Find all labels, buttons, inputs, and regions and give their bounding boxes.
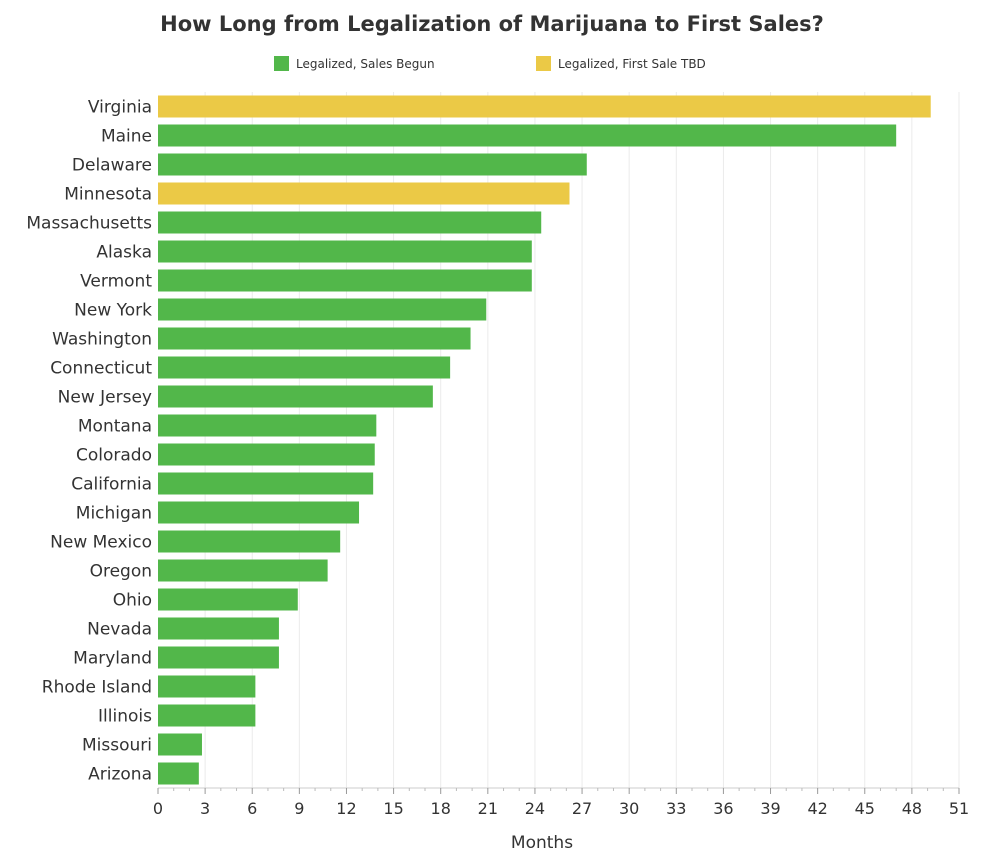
bar-maryland[interactable]: [158, 646, 279, 669]
category-label-maryland: Maryland: [73, 649, 152, 669]
category-label-new-york: New York: [74, 301, 152, 321]
x-tick-label-24: 24: [525, 799, 545, 818]
bar-vermont[interactable]: [158, 269, 532, 292]
x-tick-label-9: 9: [294, 799, 304, 818]
category-label-montana: Montana: [78, 417, 152, 437]
bar-minnesota[interactable]: [158, 182, 570, 205]
x-tick-label-36: 36: [713, 799, 733, 818]
bar-rhode-island[interactable]: [158, 675, 256, 698]
bar-nevada[interactable]: [158, 617, 279, 640]
legend: Legalized, Sales Begun Legalized, First …: [0, 56, 984, 76]
bar-virginia[interactable]: [158, 95, 931, 118]
legend-label-sales-begun: Legalized, Sales Begun: [296, 56, 435, 71]
bar-new-mexico[interactable]: [158, 530, 341, 553]
category-label-michigan: Michigan: [76, 504, 152, 524]
category-label-virginia: Virginia: [88, 98, 152, 118]
bar-arizona[interactable]: [158, 762, 199, 785]
legend-item-sales-begun[interactable]: Legalized, Sales Begun: [274, 56, 435, 71]
x-tick-label-45: 45: [855, 799, 875, 818]
legend-item-first-sale-tbd[interactable]: Legalized, First Sale TBD: [536, 56, 706, 71]
category-label-delaware: Delaware: [72, 156, 152, 176]
category-label-connecticut: Connecticut: [50, 359, 152, 379]
bar-oregon[interactable]: [158, 559, 328, 582]
bar-maine[interactable]: [158, 124, 897, 147]
category-label-vermont: Vermont: [80, 272, 152, 292]
x-tick-label-21: 21: [478, 799, 498, 818]
bar-montana[interactable]: [158, 414, 377, 437]
x-tick-label-51: 51: [949, 799, 969, 818]
x-tick-label-48: 48: [902, 799, 922, 818]
category-label-california: California: [71, 475, 152, 495]
category-label-new-mexico: New Mexico: [50, 533, 152, 553]
category-label-colorado: Colorado: [76, 446, 152, 466]
category-label-oregon: Oregon: [90, 562, 152, 582]
bar-colorado[interactable]: [158, 443, 375, 466]
category-label-maine: Maine: [101, 127, 152, 147]
bar-new-york[interactable]: [158, 298, 487, 321]
category-label-washington: Washington: [52, 330, 152, 350]
bar-massachusetts[interactable]: [158, 211, 542, 234]
x-axis-label: Months: [510, 833, 574, 853]
category-label-massachusetts: Massachusetts: [26, 214, 152, 234]
category-label-alaska: Alaska: [96, 243, 152, 263]
category-label-ohio: Ohio: [113, 591, 152, 611]
category-label-nevada: Nevada: [87, 620, 152, 640]
bar-new-jersey[interactable]: [158, 385, 433, 408]
legend-swatch-first-sale-tbd: [536, 56, 551, 71]
x-tick-label-27: 27: [572, 799, 592, 818]
category-label-minnesota: Minnesota: [64, 185, 152, 205]
x-tick-label-30: 30: [619, 799, 639, 818]
x-tick-label-6: 6: [247, 799, 257, 818]
x-tick-label-3: 3: [200, 799, 210, 818]
x-tick-label-39: 39: [760, 799, 780, 818]
category-label-rhode-island: Rhode Island: [42, 678, 152, 698]
x-tick-label-33: 33: [666, 799, 686, 818]
chart-title: How Long from Legalization of Marijuana …: [160, 12, 824, 36]
legend-swatch-sales-begun: [274, 56, 289, 71]
bar-ohio[interactable]: [158, 588, 298, 611]
bar-illinois[interactable]: [158, 704, 256, 727]
category-label-new-jersey: New Jersey: [58, 388, 152, 408]
legend-label-first-sale-tbd: Legalized, First Sale TBD: [558, 56, 706, 71]
x-tick-label-42: 42: [807, 799, 827, 818]
bar-alaska[interactable]: [158, 240, 532, 263]
bar-missouri[interactable]: [158, 733, 202, 756]
x-tick-label-12: 12: [336, 799, 356, 818]
bar-california[interactable]: [158, 472, 374, 495]
bar-delaware[interactable]: [158, 153, 587, 176]
category-label-illinois: Illinois: [98, 707, 152, 727]
category-label-missouri: Missouri: [82, 736, 152, 756]
bar-michigan[interactable]: [158, 501, 360, 524]
x-tick-label-0: 0: [153, 799, 163, 818]
x-tick-label-15: 15: [383, 799, 403, 818]
bar-connecticut[interactable]: [158, 356, 451, 379]
category-label-arizona: Arizona: [88, 765, 152, 785]
x-tick-label-18: 18: [431, 799, 451, 818]
bar-washington[interactable]: [158, 327, 471, 350]
